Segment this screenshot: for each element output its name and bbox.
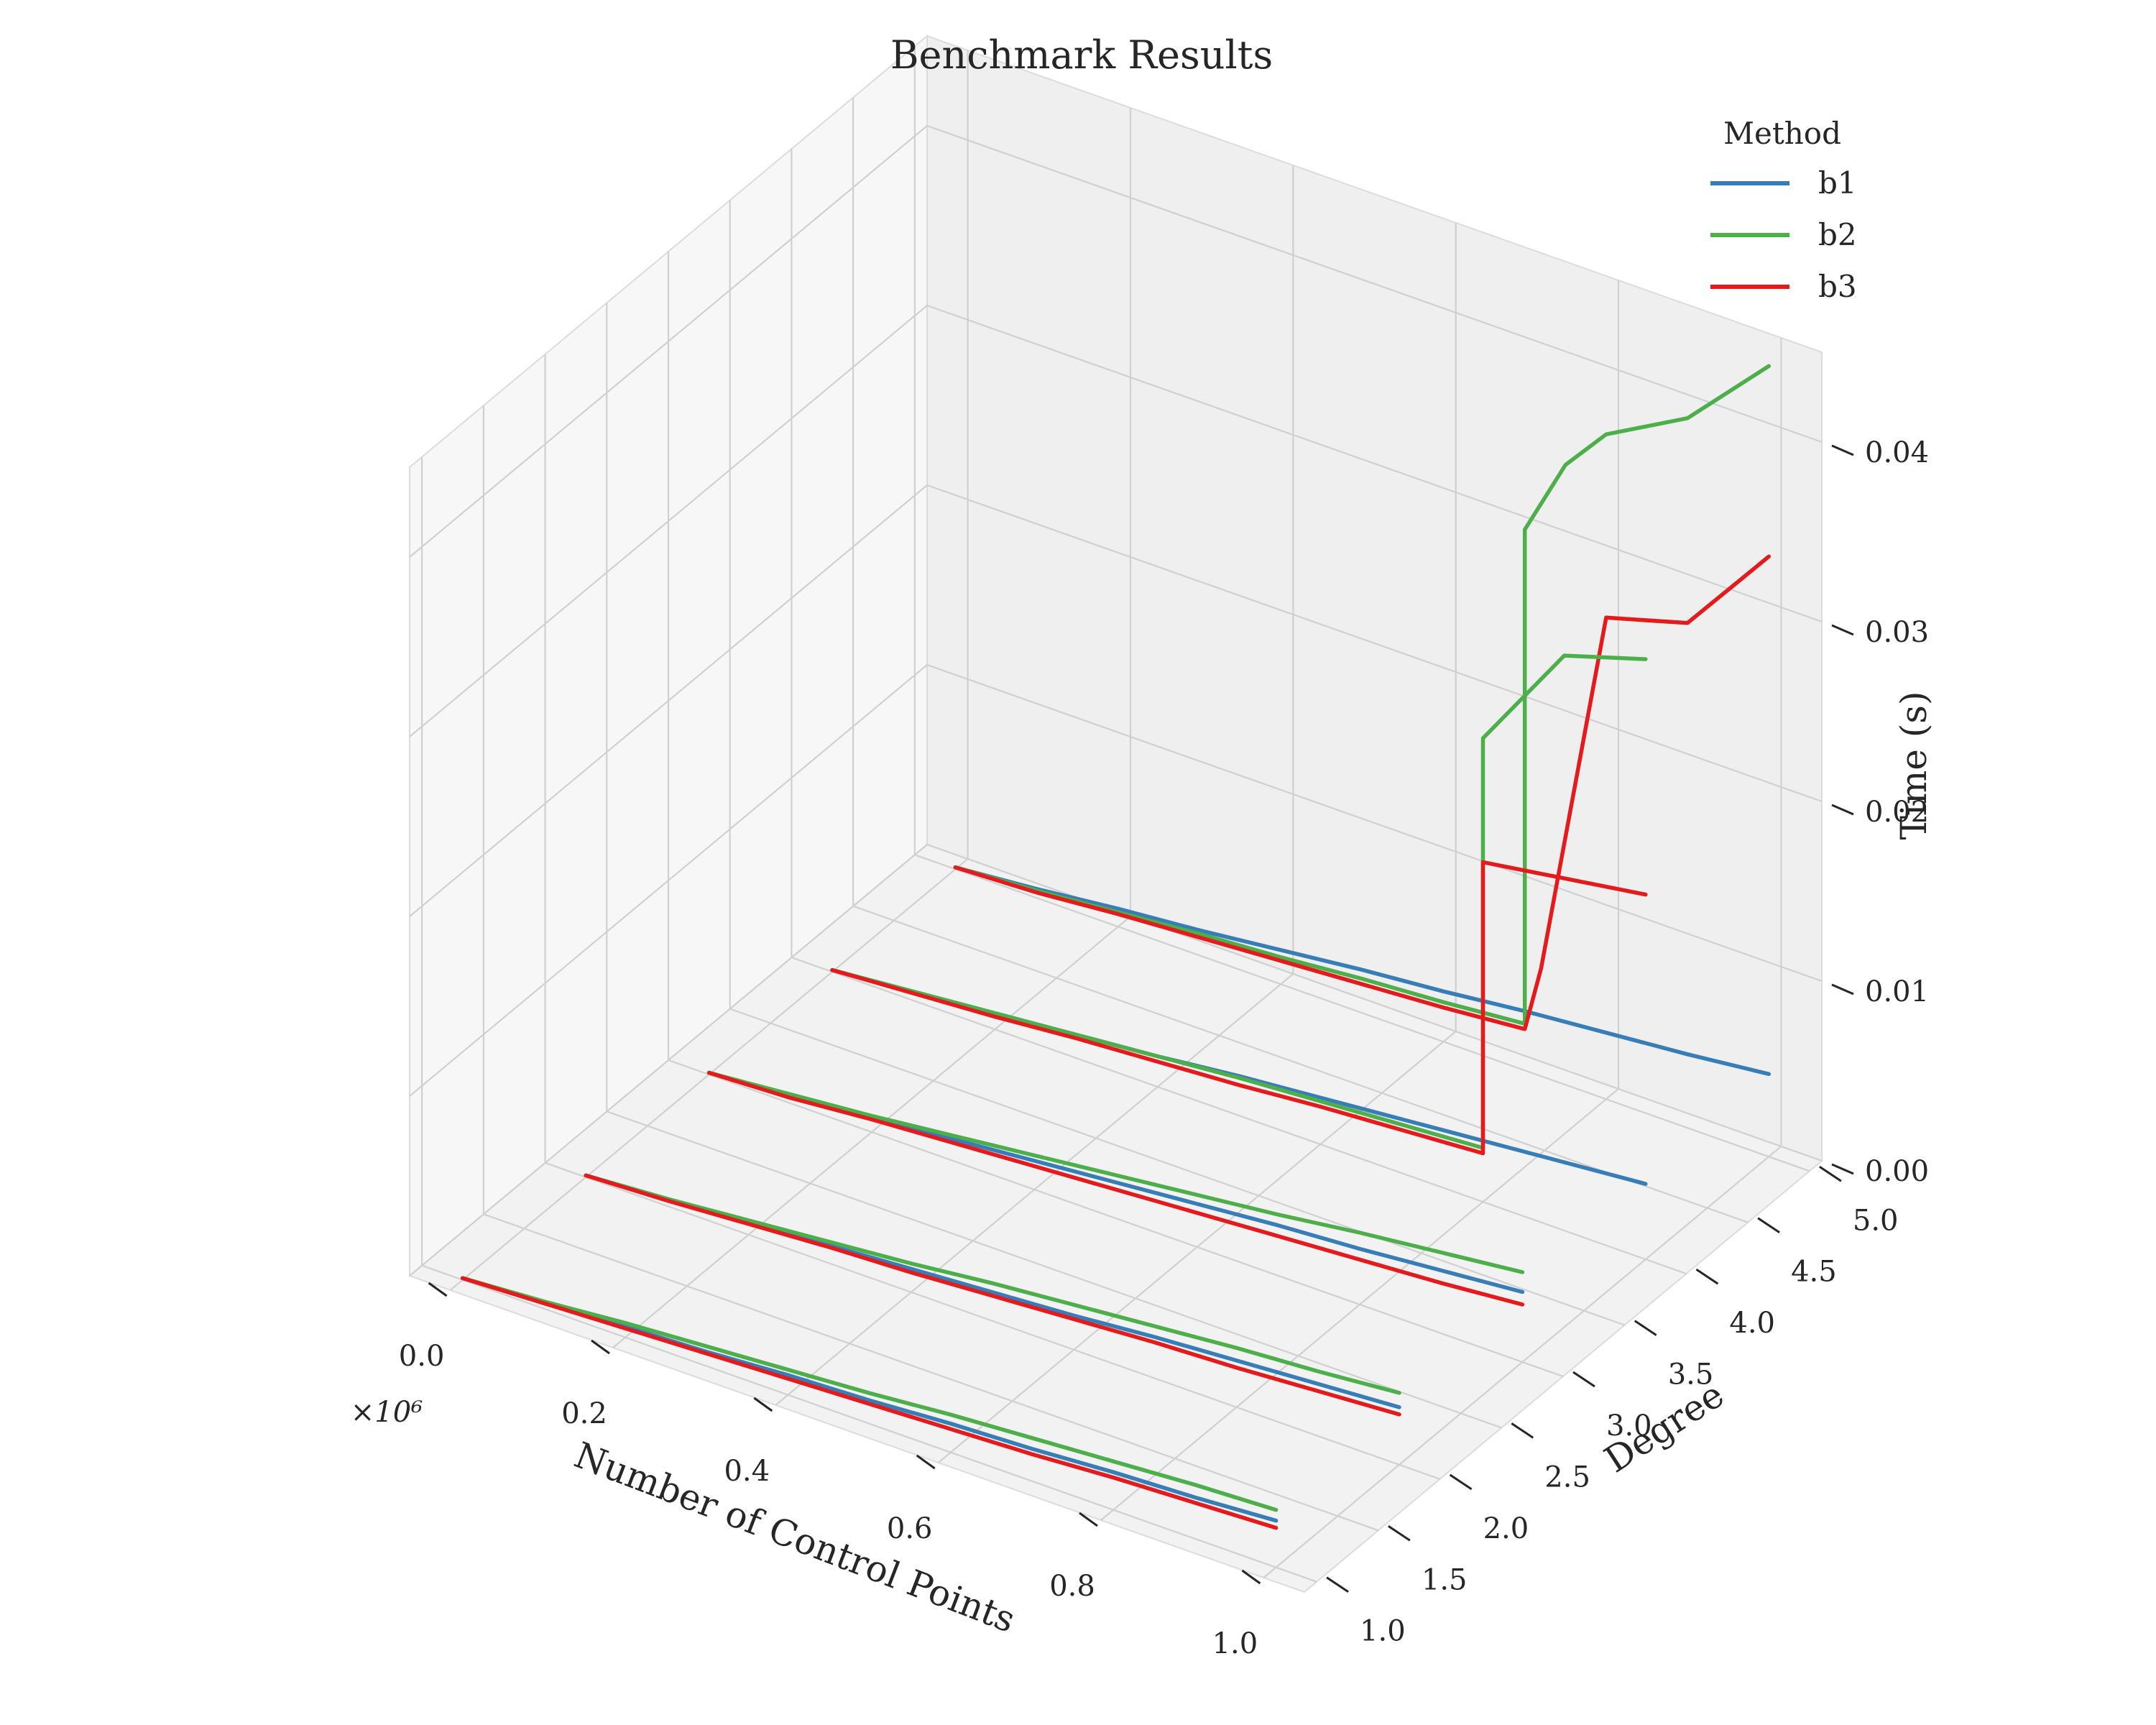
y-tick-label: 1.0 <box>1360 1615 1406 1648</box>
series-line-b3-degree-5 <box>953 554 1772 1031</box>
z-tick-mark <box>1831 804 1854 816</box>
z-grid-line <box>409 843 1823 1276</box>
x-tick-label: 0.2 <box>561 1397 607 1430</box>
z-tick-label: 0.01 <box>1865 975 1929 1008</box>
series-line-b2-degree-1 <box>460 1276 1279 1512</box>
legend: Method b1 b2 b3 <box>1710 116 1857 304</box>
y-tick-mark <box>1326 1576 1349 1593</box>
z-tick-label: 0.03 <box>1865 616 1929 649</box>
legend-label-b3: b3 <box>1818 269 1857 304</box>
series-line-b3-degree-3 <box>706 1070 1525 1307</box>
z-tick-label: 0.00 <box>1865 1155 1929 1188</box>
y-tick-mark <box>1572 1371 1595 1388</box>
series-line-b2-degree-4 <box>830 653 1648 1150</box>
x-tick-mark <box>428 1282 448 1297</box>
y-tick-mark <box>1449 1473 1473 1491</box>
z-tick-mark <box>1831 444 1854 456</box>
z-grid-line <box>409 124 1823 558</box>
x-tick-mark <box>1079 1512 1098 1527</box>
series-layer <box>460 364 1772 1530</box>
y-tick-label: 2.0 <box>1483 1512 1529 1545</box>
x-tick-label: 1.0 <box>1212 1627 1258 1660</box>
y-tick-mark <box>1757 1217 1780 1233</box>
y-tick-label: 4.0 <box>1729 1307 1775 1340</box>
z-tick-mark <box>1831 1163 1854 1175</box>
z-axis-title: Time (s) <box>1893 691 1935 840</box>
x-tick-label: 0.6 <box>887 1512 933 1545</box>
z-tick-label: 0.02 <box>1865 796 1929 829</box>
y-tick-mark <box>1695 1268 1719 1285</box>
legend-label-b1: b1 <box>1818 165 1857 201</box>
x-tick-label: 0.8 <box>1049 1570 1095 1603</box>
y-tick-mark <box>1634 1320 1657 1336</box>
z-grid-line <box>409 304 1823 737</box>
x-tick-label: 0.4 <box>724 1455 770 1488</box>
y-tick-label: 1.5 <box>1422 1563 1468 1596</box>
z-tick-mark <box>1831 624 1854 636</box>
series-line-b1-degree-5 <box>953 865 1772 1077</box>
series-line-b3-degree-1 <box>460 1276 1279 1530</box>
y-tick-label: 5.0 <box>1853 1204 1899 1237</box>
y-tick-label: 3.5 <box>1668 1358 1714 1392</box>
y-tick-label: 4.5 <box>1791 1256 1837 1289</box>
axis-ticks: 0.0 0.2 0.4 0.6 0.8 1.0 1.0 1.5 2.0 2.5 3.0 3.5 4.0 4… <box>399 436 1929 1660</box>
series-line-b3-degree-4 <box>830 860 1648 1156</box>
series-line-b2-degree-3 <box>706 1070 1525 1274</box>
x-tick-mark <box>591 1339 610 1355</box>
x-tick-mark <box>1241 1569 1261 1585</box>
y-tick-mark <box>1819 1166 1842 1182</box>
z-tick-mark <box>1831 983 1854 995</box>
z-tick-label: 0.04 <box>1865 436 1929 469</box>
chart-title: Benchmark Results <box>890 32 1273 78</box>
x-tick-mark <box>753 1397 773 1412</box>
legend-label-b2: b2 <box>1818 217 1857 252</box>
series-line-b2-degree-2 <box>584 1173 1401 1395</box>
y-tick-label: 2.5 <box>1544 1460 1590 1494</box>
x-tick-label: 0.0 <box>399 1340 445 1373</box>
y-tick-mark <box>1511 1422 1534 1439</box>
x-offset-text: ×10⁶ <box>351 1396 423 1429</box>
legend-title: Method <box>1723 116 1841 151</box>
y-tick-label: 3.0 <box>1606 1409 1652 1443</box>
series-line-b3-degree-2 <box>584 1173 1401 1417</box>
y-tick-mark <box>1388 1525 1411 1542</box>
x-tick-mark <box>916 1454 936 1470</box>
axis-panes <box>408 34 1823 1593</box>
